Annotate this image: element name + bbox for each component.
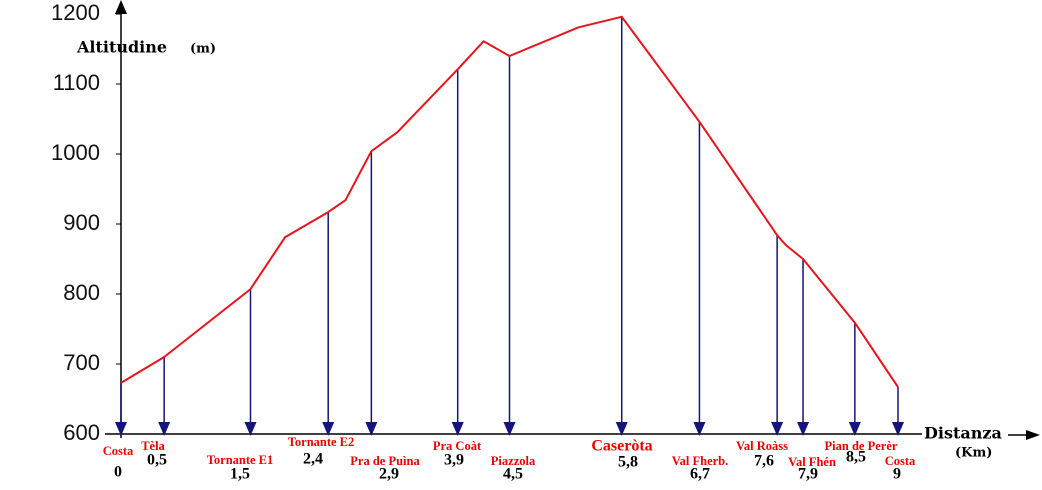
x-tick-label: 0,5 — [147, 452, 167, 469]
station-arrowhead — [771, 422, 784, 436]
station-label: Piazzola — [491, 454, 536, 468]
station-arrowhead — [158, 422, 171, 436]
y-axis-title: Altitudine — [76, 38, 167, 57]
x-tick-label: 5,8 — [618, 454, 638, 471]
station-arrowhead — [797, 422, 810, 436]
x-tick-label: 3,9 — [444, 452, 464, 469]
x-tick-label: 7,6 — [754, 453, 774, 470]
y-axis-unit: (m) — [190, 42, 216, 57]
y-tick-label: 1200 — [51, 0, 100, 25]
x-axis-unit: (Km) — [955, 446, 992, 461]
x-tick-label: 9 — [893, 466, 901, 483]
x-tick-label: 0 — [114, 464, 122, 481]
x-tick-label: 6,7 — [690, 466, 710, 483]
station-arrowhead — [365, 422, 378, 436]
station-arrowhead — [322, 422, 335, 436]
x-tick-label: 7,9 — [798, 466, 818, 483]
station-arrowhead — [693, 422, 706, 436]
y-tick-label: 900 — [63, 210, 100, 235]
station-arrowhead — [892, 422, 904, 436]
x-tick-label: 2,9 — [379, 466, 399, 483]
station-label: Pian de Perèr — [825, 439, 898, 453]
x-tick-label: 8,5 — [846, 449, 866, 466]
station-label: Tornante E2 — [288, 435, 355, 449]
station-arrowhead — [848, 422, 861, 436]
y-tick-label: 800 — [63, 280, 100, 305]
x-tick-label: 4,5 — [503, 466, 523, 483]
y-tick-label: 1100 — [53, 70, 100, 95]
station-label: Tornante E1 — [207, 453, 274, 467]
y-axis-arrow — [115, 0, 127, 14]
x-tick-label: 2,4 — [303, 451, 323, 468]
station-label: Caseròta — [591, 438, 652, 455]
x-axis-title: Distanza — [924, 424, 1002, 443]
station-label: Costa — [885, 454, 916, 468]
y-tick-label: 1000 — [51, 140, 100, 165]
station-label: Val Fhén — [788, 455, 836, 469]
station-arrowhead — [115, 422, 127, 436]
station-arrowhead — [244, 422, 257, 436]
x-axis-arrow — [1026, 430, 1040, 440]
x-tick-label: 1,5 — [230, 466, 250, 483]
station-label: Pra Coàt — [433, 439, 482, 453]
station-label: Costa — [103, 444, 134, 458]
profile-line — [120, 15, 899, 388]
station-arrowhead — [615, 422, 628, 436]
y-tick-label: 600 — [63, 420, 100, 445]
y-tick-label: 700 — [63, 350, 100, 375]
station-label: Tèla — [141, 439, 165, 453]
station-label: Val Roàss — [736, 439, 788, 453]
station-label: Val Fherb. — [672, 454, 729, 468]
station-label: Pra de Puìna — [350, 454, 420, 468]
station-arrowhead — [451, 422, 464, 436]
station-arrowhead — [503, 422, 516, 436]
